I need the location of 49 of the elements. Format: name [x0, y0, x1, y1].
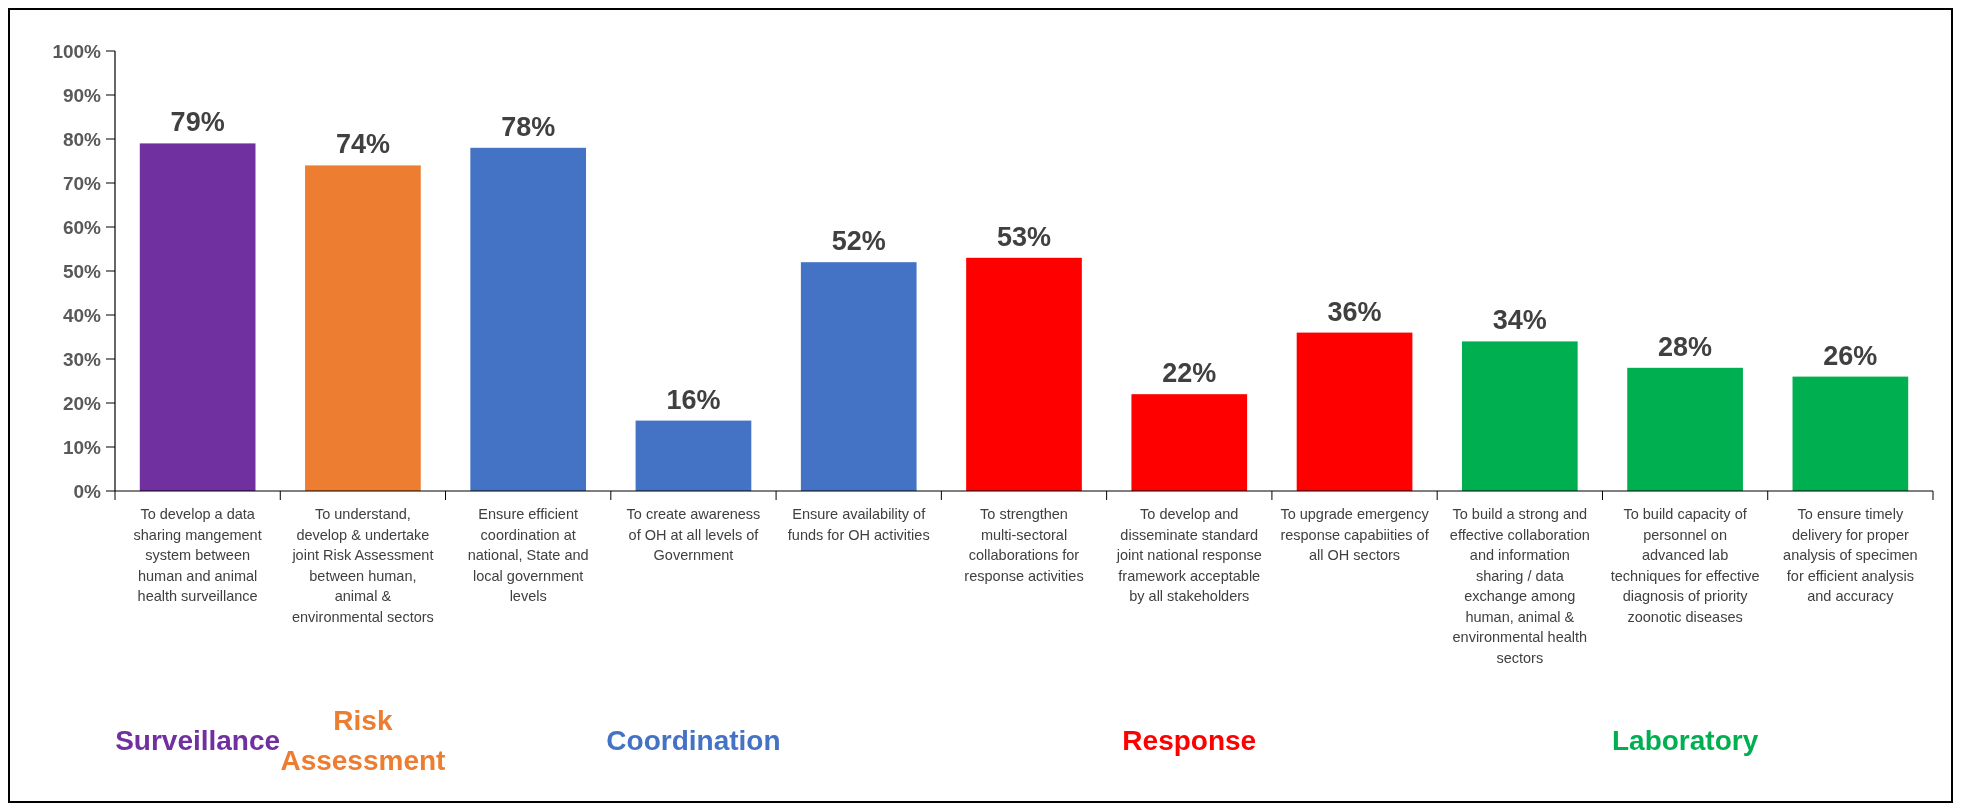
- x-tick-label: To upgrade emergency response capabiities of all OH sectors: [1280, 506, 1430, 563]
- y-tick-label: 90%: [62, 84, 102, 106]
- bar: [966, 257, 1082, 491]
- y-tick-label: 20%: [62, 392, 102, 414]
- x-tick-label: To ensure timely delivery for proper analysis of specimen for efficient analysis and accuracy: [1783, 506, 1918, 604]
- y-tick-label: 70%: [62, 172, 102, 194]
- bar: [1461, 341, 1578, 491]
- data-label: 34%: [1492, 305, 1547, 336]
- y-tick-label: 0%: [73, 480, 102, 502]
- x-tick-label: To build capacity of personnel on advanced lab techniques for effective diagnosis of priority zoonotic diseases: [1610, 506, 1760, 625]
- bar: [635, 420, 752, 491]
- text: Surveillance: [115, 725, 281, 756]
- text: Coordination: [606, 725, 781, 756]
- data-label: 36%: [1327, 296, 1382, 327]
- text: Laboratory: [1611, 725, 1759, 756]
- bar: [1792, 376, 1909, 491]
- data-label: 16%: [666, 384, 721, 415]
- x-tick-label: To create awareness of OH at all levels of Government: [626, 506, 761, 563]
- data-label: 26%: [1823, 340, 1878, 371]
- bar: [800, 262, 917, 491]
- text: Response: [1122, 725, 1257, 756]
- x-tick-label: To develop and disseminate standard joint national response framework acceptable by all stakeholders: [1115, 506, 1262, 604]
- data-label: 52%: [831, 226, 886, 257]
- x-tick-label: To develop a data sharing mangement system between human and animal health surveillance: [133, 506, 262, 604]
- y-tick-label: 40%: [62, 304, 102, 326]
- x-tick-label: Ensure efficient coordination at national, State and local government levels: [467, 506, 589, 604]
- y-tick-label: 10%: [62, 436, 102, 458]
- data-label: 28%: [1658, 331, 1713, 362]
- bar: [139, 143, 256, 491]
- bar: [470, 147, 587, 491]
- y-tick-label: 60%: [62, 216, 102, 238]
- data-label: 74%: [335, 129, 390, 160]
- bar: [1131, 394, 1248, 491]
- text: Risk Assessment: [280, 705, 446, 776]
- x-tick-label: To understand, develop & undertake joint Risk Assessment between human, animal & environmental sectors: [291, 506, 434, 625]
- x-tick-label: Ensure availability of funds for OH activities: [787, 506, 930, 543]
- data-label: 78%: [501, 111, 556, 142]
- data-label: 22%: [1162, 358, 1217, 389]
- y-tick-label: 80%: [62, 128, 102, 150]
- data-label: 79%: [170, 107, 225, 138]
- data-label: 53%: [996, 221, 1052, 252]
- bar: [305, 165, 421, 491]
- bar: [1627, 367, 1743, 491]
- bar: [1296, 332, 1413, 491]
- x-tick-label: To strengthen multi-sectoral collaborations for response activities: [964, 506, 1084, 584]
- y-tick-label: 30%: [62, 348, 102, 370]
- x-tick-label: To build a strong and effective collaboration and information sharing / data exchange among human, animal & environmental health sectors: [1449, 506, 1590, 666]
- y-tick-label: 100%: [52, 40, 102, 62]
- y-tick-label: 50%: [62, 260, 102, 282]
